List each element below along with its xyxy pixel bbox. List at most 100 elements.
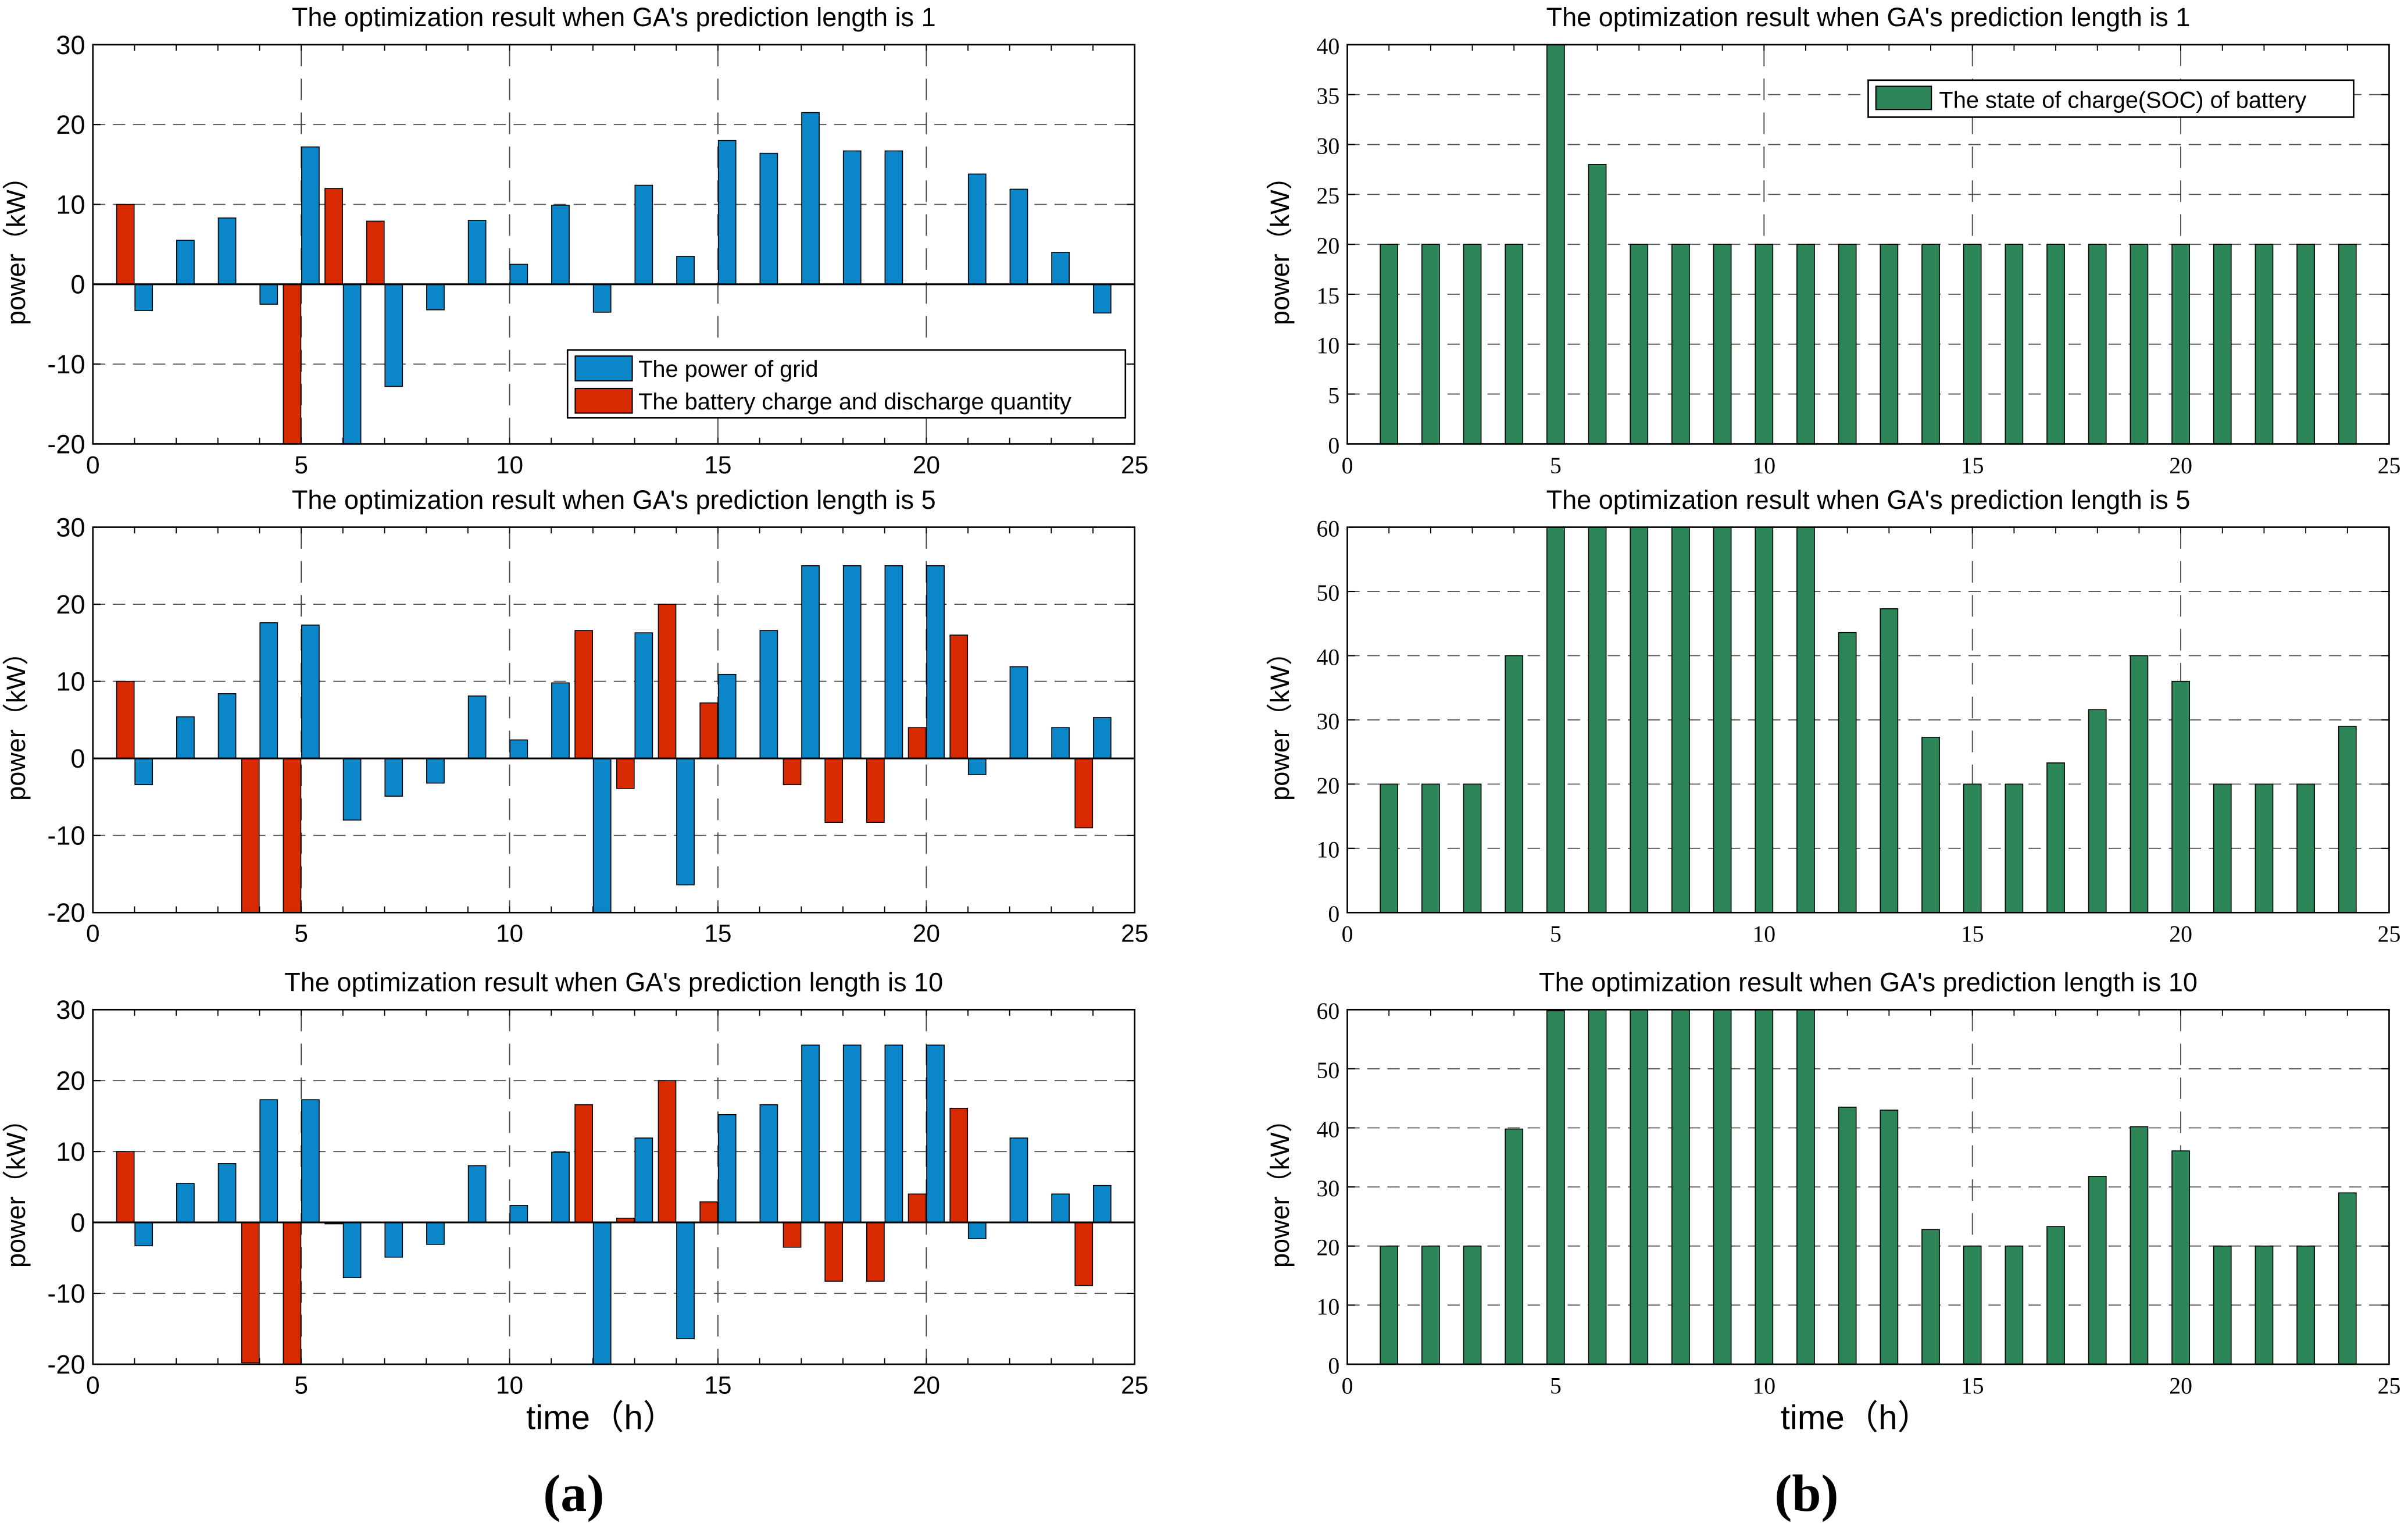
legend-swatch [574,387,633,414]
bar-grid-power [1092,717,1112,759]
x-tick-label: 0 [1342,1373,1353,1399]
x-tick-label: 10 [496,1371,523,1399]
bar-grid-power [592,284,612,313]
plot-frame [1346,526,2390,914]
bar-grid-power [926,1044,945,1223]
bar-soc [2088,244,2107,445]
y-tick-label: -10 [47,1279,85,1308]
bar-soc [1963,244,1982,445]
x-tick-label: 25 [1121,451,1148,479]
bar-soc [2296,1245,2315,1365]
bar-grid-power [801,1044,820,1223]
bar-grid-power [384,1222,403,1258]
bar-grid-power [717,1114,737,1223]
y-axis-label: power（kW） [1,163,31,325]
plot-frame [92,44,1136,445]
bar-battery [783,758,802,786]
bar-battery [616,758,635,789]
bar-soc [2338,726,2357,914]
bar-soc [2213,783,2232,914]
x-tick-label: 0 [86,451,100,479]
bar-soc [1380,244,1399,445]
bar-grid-power [134,284,153,311]
legend: The state of charge(SOC) of battery [1867,79,2355,118]
bar-soc [1755,526,1774,914]
bar-soc [1713,1009,1732,1365]
bar-soc [1796,526,1815,914]
bar-soc [1921,1229,1940,1365]
legend: The power of grid The battery charge and … [566,349,1127,419]
y-tick-label: 10 [56,1137,85,1167]
bar-soc [2005,1245,2024,1365]
x-tick-label: 0 [1342,453,1353,479]
bar-grid-power [176,716,195,759]
y-tick-label: 60 [1317,998,1340,1024]
plot-frame [92,526,1136,914]
y-tick-label: 50 [1317,580,1340,606]
legend-label: The battery charge and discharge quantit… [638,389,1071,415]
bar-grid-power [717,673,737,759]
chart-title: The optimization result when GA's predic… [1546,2,2191,32]
bar-grid-power [301,1099,320,1223]
bar-soc [2130,655,2149,914]
bar-soc [1505,244,1524,445]
bar-soc [2255,244,2274,445]
x-tick-label: 5 [294,920,308,947]
bar-grid-power [467,220,487,285]
bar-soc [2046,1226,2065,1365]
x-tick-label: 0 [86,920,100,947]
bar-battery [116,1151,135,1223]
bar-grid-power [217,217,237,285]
bar-soc [1588,526,1607,914]
bar-soc [2046,244,2065,445]
bar-battery [866,1222,885,1282]
bar-battery [283,1222,302,1365]
bar-grid-power [509,263,528,285]
bar-battery [824,758,844,823]
chart-2: The optimization result when GA's predic… [1,485,1148,947]
x-axis-label: time（h） [1781,1399,1931,1436]
y-tick-label: -20 [47,1350,85,1379]
chart-6: The optimization result when GA's predic… [1265,967,2401,1436]
y-tick-label: 0 [1328,433,1339,458]
x-tick-label: 5 [1550,1373,1562,1399]
bar-soc [1421,783,1440,914]
bar-grid-power [717,140,737,285]
bar-grid-power [759,152,778,285]
bar-battery [699,1201,719,1223]
bar-grid-power [426,758,445,784]
y-tick-label: 0 [1328,901,1339,927]
bar-grid-power [967,1222,987,1239]
bar-grid-power [342,758,362,821]
bar-battery [241,1222,260,1364]
bar-grid-power [259,622,278,759]
bar-grid-power [801,565,820,759]
bar-soc [1505,1128,1524,1365]
x-tick-label: 10 [1752,453,1775,479]
bar-battery [658,604,677,759]
bar-soc [1796,1009,1815,1365]
bar-battery [908,727,927,759]
bar-soc [1588,1009,1607,1365]
bar-soc [1713,244,1732,445]
panel-label-a: (a) [543,1465,604,1522]
bar-soc [1380,783,1399,914]
bar-grid-power [426,1222,445,1245]
bar-grid-power [176,240,195,285]
bar-battery [1074,758,1094,829]
bar-soc [2005,244,2024,445]
chart-4: The optimization result when GA's predic… [1265,2,2401,479]
bar-soc [1505,655,1524,914]
bar-soc [2213,244,2232,445]
y-tick-label: 50 [1317,1058,1340,1083]
y-tick-label: 20 [56,1066,85,1096]
x-tick-label: 10 [496,920,523,947]
x-tick-label: 20 [913,1371,940,1399]
bar-grid-power [342,1222,362,1278]
bar-battery [949,1107,969,1223]
bar-soc [1880,1110,1899,1365]
bar-grid-power [592,1222,612,1365]
bar-grid-power [176,1183,195,1223]
x-tick-label: 25 [1121,920,1148,947]
bar-soc [2005,783,2024,914]
